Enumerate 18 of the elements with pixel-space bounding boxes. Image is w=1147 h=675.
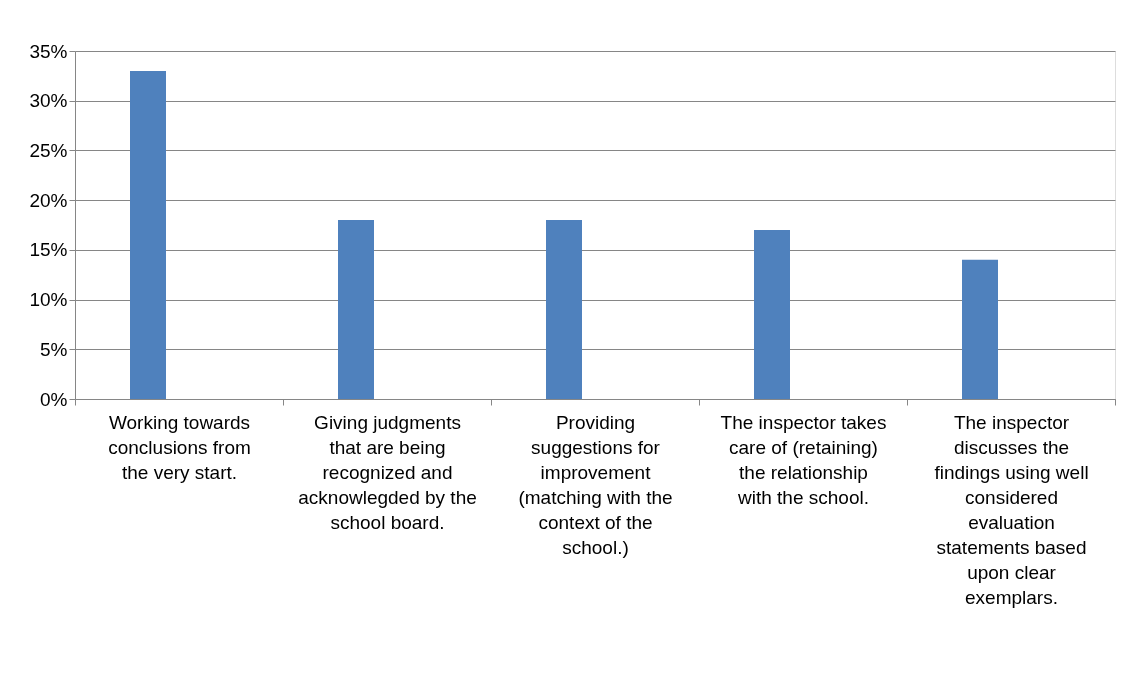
y-tick-label: 25%	[29, 139, 68, 161]
bar	[754, 229, 790, 399]
bar	[338, 220, 374, 399]
x-tick-label: Giving judgments that are being recognized and acknowlegded by the school board.	[298, 411, 477, 533]
y-tick-label: 10%	[29, 289, 68, 311]
y-tick-label: 5%	[40, 338, 68, 360]
y-tick-label: 0%	[40, 388, 68, 410]
y-tick-label: 20%	[29, 189, 68, 211]
x-tick-label: The inspector takes care of (retaining) the relationship with the school.	[720, 411, 887, 508]
y-tick-label: 35%	[29, 40, 68, 62]
y-tick-label: 15%	[29, 239, 68, 261]
x-tick-label: The inspector discusses the findings using well considered evaluation statements based upon clear exemplars.	[934, 411, 1089, 608]
x-tick-label: Working towards conclusions from the very start.	[108, 411, 251, 483]
y-tick-label: 30%	[29, 90, 68, 112]
bar	[962, 259, 998, 399]
bar	[130, 70, 166, 399]
bar	[546, 220, 582, 399]
x-tick-label: Providing suggestions for improvement (matching with the context of the school.)	[518, 411, 673, 558]
